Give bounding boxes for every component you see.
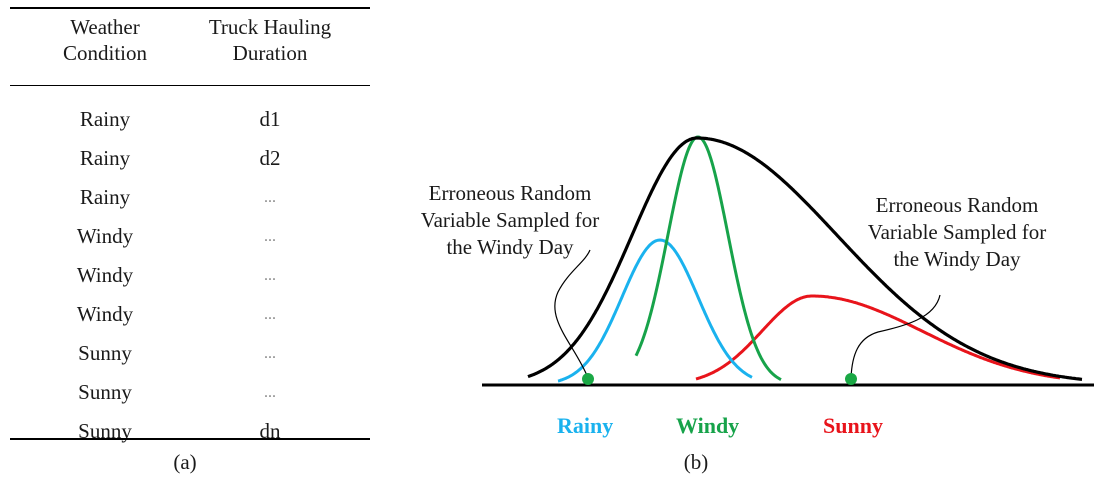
rainy-label: Rainy — [557, 413, 613, 439]
windy-distribution-curve — [636, 137, 781, 380]
sunny-label: Sunny — [823, 413, 883, 439]
left-sample-point — [582, 373, 594, 385]
right-sample-point — [845, 373, 857, 385]
rainy-distribution-curve — [558, 240, 752, 381]
left-annotation-text: Erroneous Random Variable Sampled for th… — [388, 180, 632, 261]
right-annotation-text: Erroneous Random Variable Sampled for th… — [842, 192, 1072, 273]
windy-label: Windy — [676, 413, 739, 439]
caption-b: (b) — [656, 449, 736, 475]
right-annotation-pointer — [851, 295, 940, 378]
sunny-distribution-curve — [696, 296, 1060, 379]
